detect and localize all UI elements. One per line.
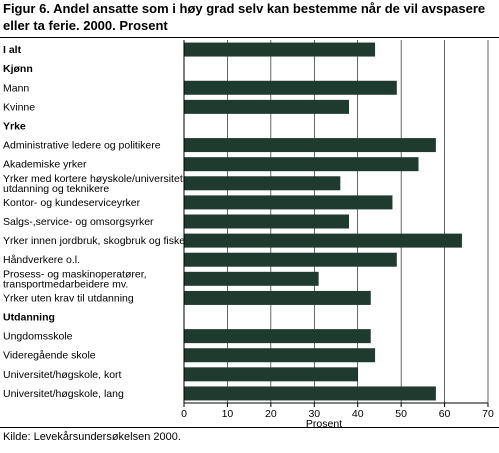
- bar: [184, 80, 397, 95]
- bar: [184, 195, 393, 210]
- row-label: Ungdomsskole: [3, 331, 73, 343]
- row-label: Kontor- og kundeserviceyrker: [3, 197, 141, 209]
- bar: [184, 138, 436, 153]
- chart-title-line1: Figur 6. Andel ansatte som i høy grad se…: [3, 1, 486, 16]
- x-axis-title: Prosent: [306, 418, 342, 430]
- x-tick-label: 10: [222, 408, 234, 420]
- row-label: Administrative ledere og politikere: [3, 140, 161, 152]
- bar: [184, 290, 371, 305]
- bar: [184, 233, 462, 248]
- bar: [184, 386, 436, 401]
- row-label: Akademiske yrker: [3, 159, 87, 171]
- bar: [184, 42, 376, 57]
- bar: [184, 99, 350, 114]
- row-label: Universitet/høgskole, lang: [3, 388, 124, 400]
- row-label: Prosess- og maskinoperatører, transportme…: [3, 268, 147, 290]
- bar: [184, 214, 350, 229]
- row-label: Yrker med kortere høyskole/universitets-…: [3, 173, 192, 195]
- row-label: Mann: [3, 82, 29, 94]
- bar: [184, 176, 341, 191]
- bar: [184, 252, 397, 267]
- chart-title: Figur 6. Andel ansatte som i høy grad se…: [3, 0, 497, 34]
- bar: [184, 348, 376, 363]
- row-label: Kjønn: [3, 63, 33, 75]
- x-tick-label: 30: [308, 408, 320, 420]
- x-tick-label: 60: [439, 408, 451, 420]
- row-label: Yrker uten krav til utdanning: [3, 292, 134, 304]
- row-label: I alt: [3, 44, 22, 56]
- bar: [184, 271, 319, 286]
- bar: [184, 329, 371, 344]
- source-note: Kilde: Levekårsundersøkelsen 2000.: [3, 431, 181, 443]
- row-label: Videregående skole: [3, 350, 96, 362]
- x-tick-label: 40: [352, 408, 364, 420]
- row-label: Salgs-,service- og omsorgsyrker: [3, 216, 154, 228]
- bottom-rule: [0, 427, 499, 428]
- chart-title-line2: eller ta ferie. 2000. Prosent: [3, 18, 168, 33]
- x-tick-label: 50: [395, 408, 407, 420]
- bar: [184, 367, 358, 382]
- x-tick-label: 20: [265, 408, 277, 420]
- row-label: Universitet/høgskole, kort: [3, 369, 122, 381]
- row-label: Utdanning: [3, 312, 55, 324]
- x-tick-label: 70: [482, 408, 494, 420]
- top-rule: [0, 37, 499, 38]
- row-label: Yrke: [3, 120, 26, 132]
- bar: [184, 157, 419, 172]
- x-tick-label: 0: [181, 408, 187, 420]
- row-label: Kvinne: [3, 101, 35, 113]
- row-label: Håndverkere o.l.: [3, 254, 80, 266]
- row-label: Yrker innen jordbruk, skogbruk og fiske: [3, 235, 185, 247]
